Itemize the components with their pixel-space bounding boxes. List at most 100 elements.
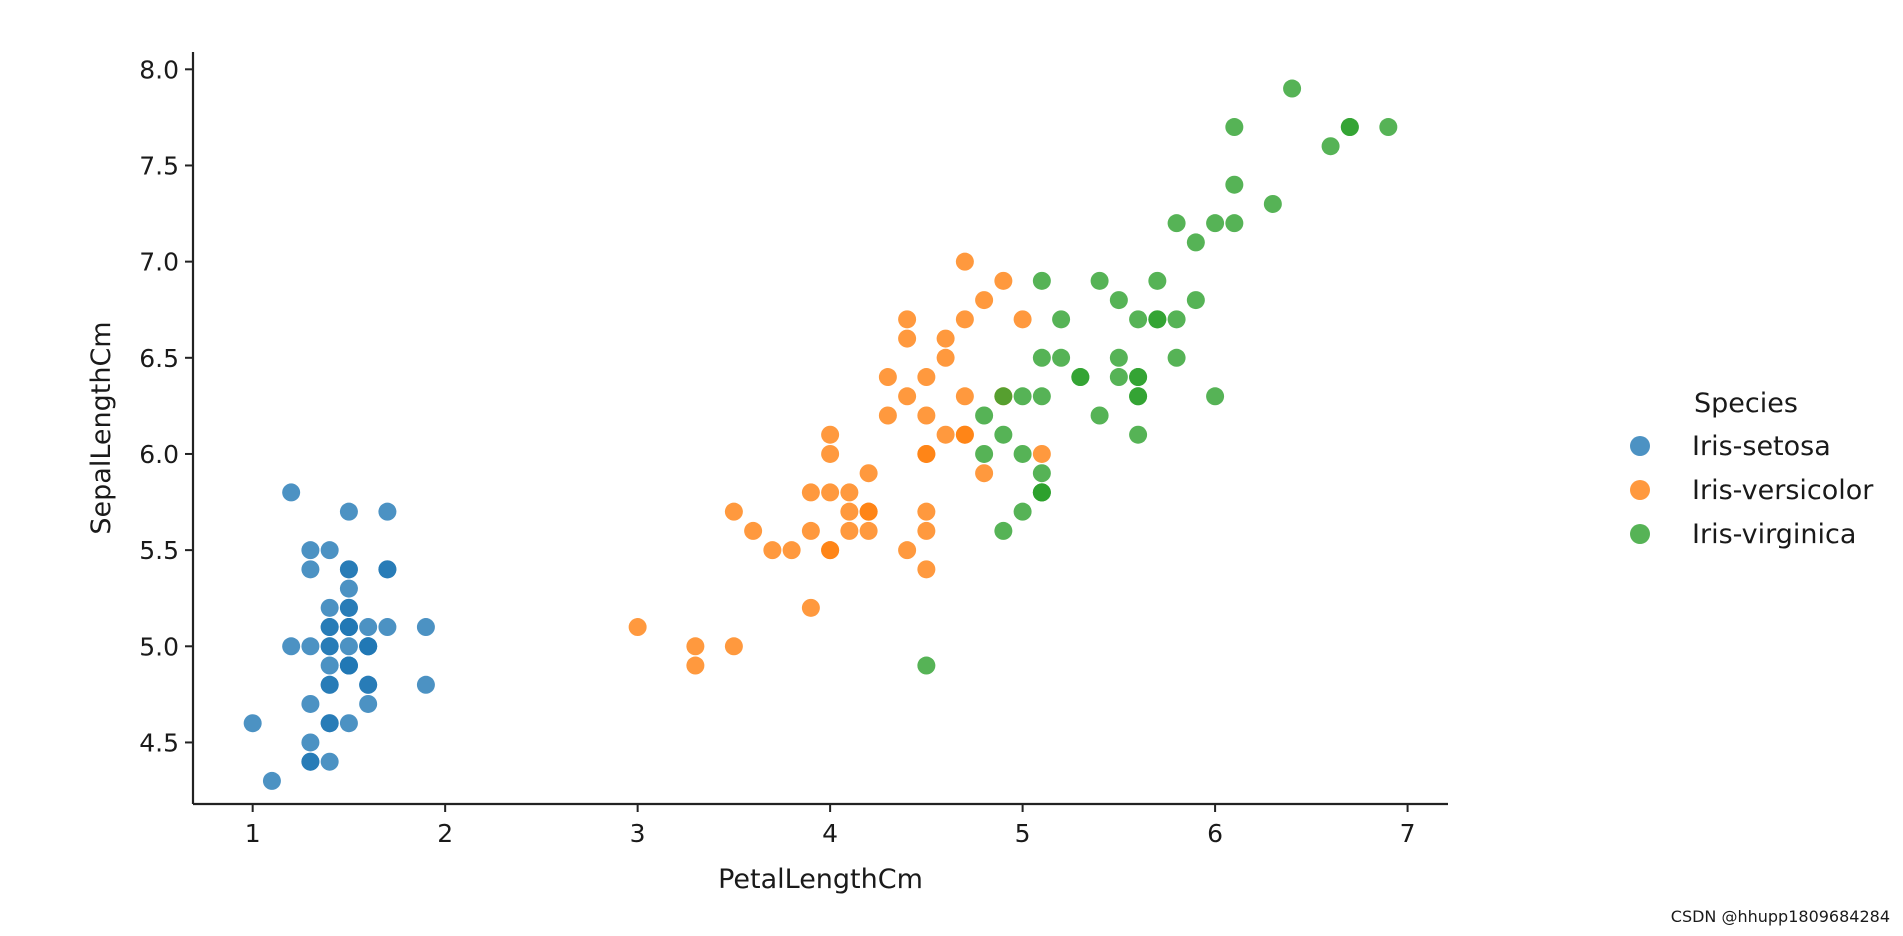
data-point <box>1109 368 1128 387</box>
data-point <box>878 368 897 387</box>
x-tick-label: 3 <box>630 819 646 848</box>
legend-marker <box>1630 436 1650 456</box>
data-point <box>320 656 339 675</box>
data-point <box>416 618 435 637</box>
y-tick-label: 7.5 <box>139 151 179 180</box>
data-point <box>1206 214 1225 233</box>
data-point <box>320 752 339 771</box>
data-point <box>801 521 820 540</box>
data-point <box>1032 348 1051 367</box>
axes <box>191 52 1448 806</box>
legend-marker <box>1630 480 1650 500</box>
data-point <box>686 656 705 675</box>
data-point <box>898 310 917 329</box>
data-point <box>1052 348 1071 367</box>
data-point <box>320 675 339 694</box>
data-point <box>243 714 262 733</box>
data-point <box>1186 233 1205 252</box>
series-iris-virginica <box>917 79 1398 675</box>
data-point <box>936 425 955 444</box>
data-point <box>339 618 358 637</box>
data-point <box>1013 444 1032 463</box>
data-point <box>320 618 339 637</box>
data-point <box>1148 310 1167 329</box>
y-tick-label: 7.0 <box>139 248 179 277</box>
data-point <box>339 579 358 598</box>
data-point <box>955 425 974 444</box>
data-point <box>301 541 320 560</box>
data-point <box>1032 444 1051 463</box>
data-point <box>1032 464 1051 483</box>
data-point <box>917 444 936 463</box>
legend-marker <box>1630 524 1650 544</box>
data-point <box>821 541 840 560</box>
data-point <box>975 406 994 425</box>
data-point <box>898 387 917 406</box>
data-point <box>917 560 936 579</box>
data-point <box>320 598 339 617</box>
x-axis-title: PetalLengthCm <box>718 864 923 895</box>
data-point <box>917 502 936 521</box>
data-point <box>339 598 358 617</box>
legend-label: Iris-versicolor <box>1692 475 1874 506</box>
data-point <box>1225 175 1244 194</box>
x-tick-label: 5 <box>1015 819 1031 848</box>
data-point <box>378 618 397 637</box>
data-point <box>1225 214 1244 233</box>
data-point <box>301 637 320 656</box>
legend: Species Iris-setosa Iris-versicolor Iris-v… <box>1630 388 1874 550</box>
data-point <box>1283 79 1302 98</box>
data-point <box>975 464 994 483</box>
data-point <box>1052 310 1071 329</box>
data-point <box>801 483 820 502</box>
data-point <box>1340 118 1359 137</box>
data-point <box>821 425 840 444</box>
data-point <box>262 771 281 790</box>
data-point <box>955 387 974 406</box>
y-axis-title: SepalLengthCm <box>86 321 117 534</box>
data-point <box>1129 387 1148 406</box>
data-point <box>724 502 743 521</box>
data-point <box>1032 483 1051 502</box>
data-point <box>339 502 358 521</box>
data-point <box>339 560 358 579</box>
data-point <box>1090 271 1109 290</box>
y-tick-label: 5.0 <box>139 632 179 661</box>
data-point <box>1071 368 1090 387</box>
data-point <box>1129 425 1148 444</box>
data-point <box>917 521 936 540</box>
data-point <box>359 618 378 637</box>
data-point <box>301 733 320 752</box>
data-point <box>936 329 955 348</box>
data-point <box>378 560 397 579</box>
data-point <box>724 637 743 656</box>
data-point <box>1186 291 1205 310</box>
y-tick-label: 5.5 <box>139 536 179 565</box>
x-tick-label: 2 <box>437 819 453 848</box>
data-point <box>955 252 974 271</box>
data-point <box>1148 271 1167 290</box>
data-point <box>301 560 320 579</box>
data-point <box>628 618 647 637</box>
data-point <box>339 714 358 733</box>
data-point <box>744 521 763 540</box>
data-point <box>359 694 378 713</box>
data-point <box>416 675 435 694</box>
data-points <box>243 79 1398 790</box>
data-point <box>1013 310 1032 329</box>
data-point <box>686 637 705 656</box>
data-point <box>821 444 840 463</box>
data-point <box>1263 194 1282 213</box>
data-point <box>301 752 320 771</box>
data-point <box>936 348 955 367</box>
data-point <box>917 368 936 387</box>
data-point <box>917 656 936 675</box>
data-point <box>1379 118 1398 137</box>
data-point <box>1032 387 1051 406</box>
data-point <box>339 656 358 675</box>
data-point <box>782 541 801 560</box>
x-tick-label: 4 <box>822 819 838 848</box>
data-point <box>301 694 320 713</box>
data-point <box>859 521 878 540</box>
